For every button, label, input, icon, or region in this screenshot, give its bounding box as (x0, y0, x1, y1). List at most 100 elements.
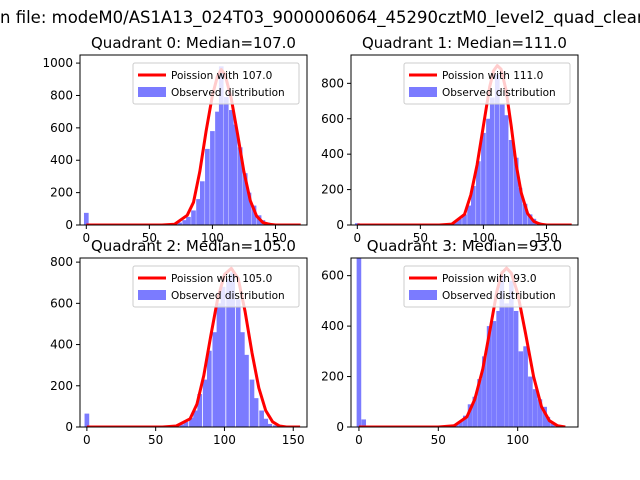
legend-box (403, 62, 571, 105)
histogram-bar (193, 410, 198, 427)
legend-patch-swatch (138, 87, 166, 97)
legend-box (132, 265, 300, 308)
histogram-bar (467, 205, 472, 225)
plot-area (84, 266, 301, 427)
histogram-bar (528, 376, 533, 427)
histogram-bar (267, 423, 273, 427)
y-tick-label: 0 (65, 420, 73, 434)
histogram-bar (263, 418, 269, 427)
histogram-bar (244, 354, 249, 427)
legend-entry-poisson: Poission with 107.0 (171, 70, 272, 82)
y-tick-label: 1000 (42, 56, 73, 70)
y-tick-label: 800 (50, 88, 73, 102)
histogram-bar (253, 398, 259, 427)
legend-patch-swatch (409, 87, 437, 97)
histogram-bar (212, 332, 218, 427)
y-tick-label: 800 (321, 76, 344, 90)
histogram-bar (523, 346, 528, 427)
histogram-bar (206, 350, 212, 427)
histogram-bar (246, 192, 252, 225)
histogram-bar (513, 157, 519, 225)
subplot-title: Quadrant 3: Median=93.0 (367, 237, 562, 255)
histogram-bar (232, 124, 238, 225)
x-tick-label: 50 (413, 231, 428, 245)
histogram-bar (229, 110, 234, 225)
histogram-bar (509, 280, 514, 427)
axes-frame (350, 257, 579, 428)
legend-entry-observed: Observed distribution (171, 290, 285, 302)
x-tick-label: 100 (506, 433, 529, 447)
histogram-bar (486, 326, 492, 427)
x-tick-label: 0 (82, 231, 90, 245)
y-tick-label: 400 (50, 153, 73, 167)
histogram-bar (179, 424, 185, 427)
histogram-bar (494, 74, 500, 225)
histogram-bar (477, 379, 482, 427)
legend: Poission with 107.0 Observed distribution (132, 62, 300, 105)
legend-box (403, 265, 571, 308)
x-tick-label: 50 (148, 433, 163, 447)
subplot-title: Quadrant 2: Median=105.0 (91, 237, 296, 255)
histogram-bar (205, 148, 210, 225)
figure-suptitle: n file: modeM0/AS1A13_024T03_9000006064_… (0, 8, 640, 28)
histogram-bar (242, 173, 248, 225)
x-tick-label: 150 (535, 231, 558, 245)
histogram-bar (504, 303, 509, 427)
histogram-bar (218, 66, 224, 225)
histogram-bar (202, 379, 208, 427)
legend-patch-swatch (138, 290, 166, 300)
y-tick-label: 200 (50, 379, 73, 393)
histogram-bar (259, 410, 264, 427)
histogram-bar (226, 278, 231, 427)
histogram-bar (223, 97, 229, 225)
histogram-bar (482, 356, 487, 427)
histogram-bar (199, 181, 205, 225)
y-tick-label: 200 (50, 186, 73, 200)
histogram-bar (537, 399, 543, 427)
histogram-bar (191, 210, 196, 225)
y-tick-label: 400 (321, 147, 344, 161)
histogram-bar (84, 413, 90, 427)
y-tick-label: 600 (50, 121, 73, 135)
histogram-bar (457, 218, 462, 225)
x-tick-label: 0 (83, 433, 91, 447)
legend-entry-observed: Observed distribution (171, 87, 285, 99)
histogram-bar (527, 214, 533, 225)
histogram-bar (453, 222, 459, 225)
y-tick-label: 800 (50, 255, 73, 269)
histogram-bar (237, 147, 243, 225)
legend-entry-poisson: Poission with 111.0 (442, 70, 543, 82)
axes-frame (79, 54, 308, 226)
histogram-bar (356, 258, 362, 427)
histogram-bar (491, 321, 497, 427)
histogram-bar (467, 404, 473, 427)
histogram-bar (177, 222, 182, 225)
histogram-bar (522, 203, 528, 225)
legend: Poission with 111.0 Observed distribution (403, 62, 571, 105)
legend: Poission with 93.0 Observed distribution (403, 265, 571, 308)
histogram-bar (83, 212, 89, 225)
subplot-title: Quadrant 0: Median=107.0 (91, 34, 296, 52)
legend-entry-observed: Observed distribution (442, 290, 556, 302)
histogram-bar (215, 111, 220, 225)
histogram-bar (500, 104, 505, 225)
histogram-bar (499, 275, 505, 427)
x-tick-label: 100 (213, 433, 236, 447)
histogram-bar (196, 199, 201, 225)
histogram-bar (235, 299, 241, 427)
x-tick-label: 150 (264, 231, 287, 245)
histogram-bar (542, 406, 547, 427)
histogram-bar (476, 161, 481, 225)
histogram-bar (186, 216, 191, 225)
histogram-bar (517, 187, 523, 225)
x-tick-label: 100 (201, 231, 224, 245)
x-tick-label: 100 (472, 231, 495, 245)
histogram-bar (486, 118, 491, 225)
histogram-bar (230, 272, 236, 427)
histogram-bar (249, 379, 255, 427)
y-tick-label: 400 (50, 338, 73, 352)
histogram-bar (508, 140, 514, 225)
histogram-bar (503, 115, 509, 225)
histogram-bar (458, 421, 463, 427)
